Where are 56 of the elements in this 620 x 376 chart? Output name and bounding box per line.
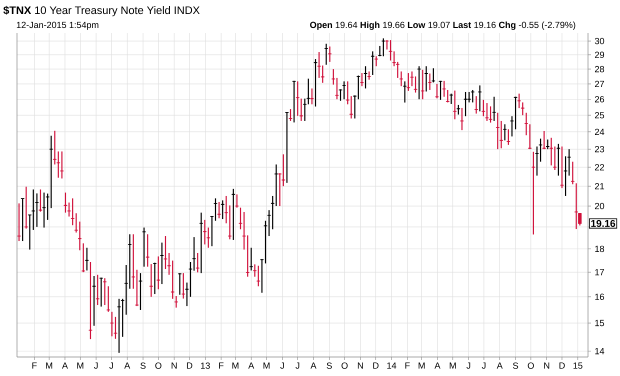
x-tick-label: A [434,362,440,369]
x-tick-label: O [342,362,348,369]
x-tick-label: 15 [574,362,582,369]
y-tick-label: 27 [594,80,604,88]
x-tick-label: J [280,362,284,369]
x-tick-label: F [32,362,37,369]
y-tick-label: 15 [595,320,604,326]
y-tick-label: 21 [594,183,604,190]
x-tick-label: D [559,362,565,369]
x-tick-label: M [232,362,238,369]
x-tick-label: A [248,362,254,369]
x-tick-label: M [418,362,425,369]
y-tick-label: 26 [594,96,604,102]
x-tick-label: O [528,362,534,369]
y-tick-label: 23 [594,146,604,152]
x-tick-label: A [496,362,503,369]
y-tick-label: 22 [594,164,604,170]
y-tick-label: 17 [595,269,604,276]
x-tick-label: J [482,362,486,369]
chart-title: $TNX 10 Year Treasury Note Yield INDX [3,6,200,16]
text: Open 19.64 High 19.66 Low 19.07 Last 19.16 Chg -0.55 (-2.79%) [310,21,576,30]
y-tick-label: 24 [594,128,604,135]
y-tick-label: 14 [595,348,604,354]
y-tick-label: 16 [595,294,604,300]
y-tick-label: 20 [594,202,604,210]
x-tick-label: J [109,362,113,369]
x-tick-label: S [512,362,518,369]
x-tick-label: A [310,362,316,369]
x-tick-label: J [94,362,98,369]
x-tick-label: D [186,362,192,369]
y-tick-label: 30 [594,38,604,44]
x-tick-label: F [405,362,410,369]
x-tick-label: A [62,362,68,369]
x-tick-label: M [77,362,84,369]
x-tick-label: S [326,362,332,369]
y-tick-label: 18 [595,246,604,252]
x-tick-label: 13 [200,362,210,369]
x-tick-label: O [155,362,162,369]
x-tick-label: M [46,362,52,369]
x-tick-label: J [466,362,470,369]
chart-subtitle: 12-Jan-2015 1:54pm [16,22,98,30]
y-tick-label: 25 [594,112,604,118]
x-tick-label: N [544,362,550,369]
x-tick-label: N [358,362,363,369]
annotation: 19.16 [591,220,616,228]
x-tick-label: J [296,362,300,369]
x-tick-label: F [219,362,224,369]
x-tick-label: 14 [387,362,396,369]
x-tick-label: D [373,362,379,369]
x-tick-label: S [140,362,146,369]
x-tick-label: N [172,362,177,369]
x-tick-label: M [264,362,270,369]
x-tick-label: A [124,362,130,369]
y-tick-label: 29 [594,52,604,58]
y-tick-label: 28 [594,66,604,72]
x-tick-label: M [450,362,456,369]
